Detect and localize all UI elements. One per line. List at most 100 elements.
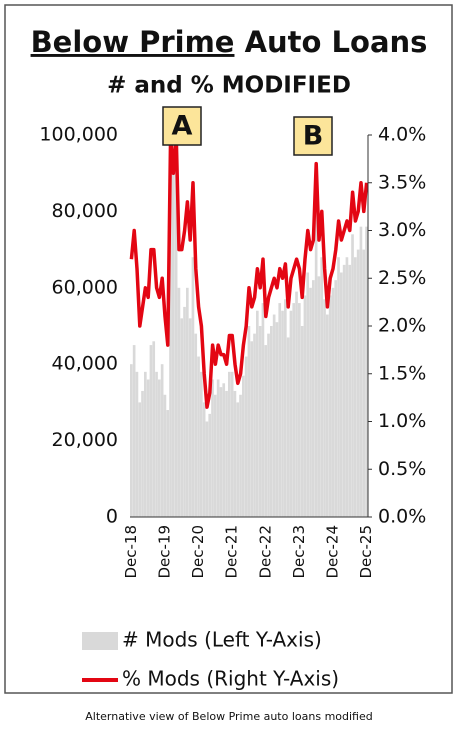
- bar: [183, 306, 186, 517]
- y2-tick-label: 0.0%: [378, 506, 426, 528]
- bar: [281, 310, 284, 517]
- bar: [275, 322, 279, 517]
- bar: [152, 341, 156, 517]
- bar: [211, 379, 214, 517]
- y-tick-label: 80,000: [52, 200, 118, 222]
- bar: [166, 410, 170, 517]
- bar: [188, 318, 192, 517]
- bar: [180, 318, 184, 517]
- bar: [228, 371, 231, 517]
- bar: [236, 402, 240, 517]
- bar: [149, 345, 153, 517]
- bar: [331, 287, 335, 517]
- bar: [135, 371, 139, 517]
- bar: [194, 333, 198, 517]
- x-tick-label: Dec-25: [357, 525, 375, 579]
- title-underlined: Below Prime: [31, 25, 235, 59]
- y2-tick-label: 2.5%: [378, 267, 426, 289]
- bar: [169, 135, 172, 517]
- legend-swatch: [82, 632, 118, 650]
- bar: [146, 379, 150, 517]
- bar: [244, 356, 248, 517]
- bar: [309, 287, 312, 517]
- bar: [163, 394, 167, 517]
- bar: [286, 337, 290, 517]
- bar: [317, 276, 321, 517]
- bar: [222, 383, 226, 517]
- bar: [174, 135, 178, 517]
- bar: [345, 257, 349, 517]
- annotation: B: [303, 121, 324, 152]
- bar: [200, 371, 203, 517]
- y2-tick-label: 2.0%: [378, 315, 426, 337]
- bar: [130, 364, 133, 517]
- bar: [253, 333, 256, 517]
- bar: [334, 280, 338, 517]
- bar: [138, 402, 142, 517]
- bar: [202, 402, 206, 517]
- bar: [197, 356, 200, 517]
- x-tick-label: Dec-22: [256, 525, 274, 579]
- bar: [230, 371, 234, 517]
- bar: [314, 211, 318, 517]
- chart-subtitle: # and % MODIFIED: [107, 73, 351, 99]
- bar: [256, 310, 259, 517]
- bar: [359, 226, 363, 517]
- y-tick-label: 40,000: [52, 353, 118, 375]
- bar: [320, 257, 324, 517]
- bar: [239, 394, 242, 517]
- x-tick-label: Dec-21: [223, 525, 241, 579]
- bar: [272, 314, 276, 517]
- bar: [292, 303, 296, 517]
- bar: [312, 280, 315, 517]
- bar: [306, 272, 310, 517]
- bar: [362, 249, 366, 517]
- bar: [340, 272, 343, 517]
- y-tick-label: 20,000: [52, 429, 118, 451]
- bar: [298, 303, 301, 517]
- y2-tick-label: 0.5%: [378, 458, 426, 480]
- bar: [205, 421, 209, 517]
- bar: [323, 299, 326, 517]
- y2-tick-label: 1.5%: [378, 362, 426, 384]
- bar: [216, 379, 220, 517]
- annotation-box: [162, 106, 202, 146]
- legend-label: % Mods (Right Y-Axis): [122, 667, 339, 691]
- bar: [284, 299, 287, 517]
- bar: [158, 379, 161, 517]
- chart-title: Below Prime Auto Loans: [31, 25, 428, 59]
- bar: [342, 264, 346, 517]
- bar: [295, 291, 298, 517]
- bar: [337, 257, 340, 517]
- bar: [303, 295, 307, 517]
- bar: [191, 257, 195, 517]
- bar: [348, 264, 352, 517]
- bar: [242, 375, 245, 517]
- bar: [267, 333, 270, 517]
- y2-tick-label: 4.0%: [378, 124, 426, 146]
- bar: [261, 303, 265, 517]
- annotation: A: [172, 111, 193, 142]
- bar: [225, 390, 228, 517]
- bar: [208, 413, 212, 517]
- bar: [172, 173, 175, 517]
- y-tick-label: 60,000: [52, 276, 118, 298]
- bar: [233, 390, 237, 517]
- bar: [160, 364, 164, 517]
- bar: [270, 326, 273, 517]
- bar: [219, 387, 223, 517]
- bar: [258, 326, 262, 517]
- bar: [247, 326, 251, 517]
- bar: [328, 295, 332, 517]
- bar: [141, 390, 144, 517]
- x-tick-label: Dec-23: [290, 525, 308, 579]
- bar: [300, 326, 304, 517]
- bar: [250, 341, 254, 517]
- legend-label: # Mods (Left Y-Axis): [122, 628, 322, 652]
- x-tick-label: Dec-19: [156, 525, 174, 579]
- x-tick-label: Dec-18: [122, 525, 140, 579]
- bar: [351, 234, 354, 517]
- bar: [278, 303, 282, 517]
- y2-tick-label: 3.0%: [378, 219, 426, 241]
